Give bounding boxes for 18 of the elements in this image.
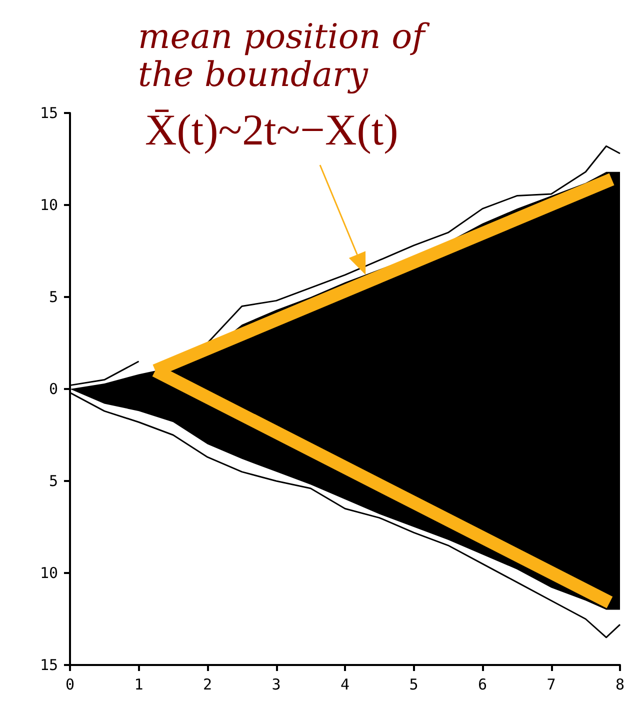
y-tick-label: 5 <box>48 472 58 490</box>
y-tick-label: 15 <box>40 104 58 122</box>
y-tick-label: 10 <box>40 564 58 582</box>
x-tick-label: 7 <box>546 676 556 694</box>
x-tick-label: 8 <box>615 676 625 694</box>
x-tick-label: 0 <box>65 676 75 694</box>
x-tick-label: 1 <box>134 676 144 694</box>
text: mean position of the boundary <box>138 17 430 95</box>
x-tick-label: 6 <box>478 676 488 694</box>
y-tick-label: 5 <box>48 288 58 306</box>
x-tick-label: 4 <box>340 676 350 694</box>
y-tick-label: 0 <box>48 380 58 398</box>
annotation: X̄(t)~2t~−X(t) <box>145 106 398 154</box>
y-tick-label: 15 <box>40 656 58 674</box>
x-tick-label: 5 <box>409 676 418 694</box>
y-tick-label: 10 <box>40 196 58 214</box>
x-tick-label: 2 <box>202 676 212 694</box>
x-tick-label: 3 <box>272 676 281 694</box>
